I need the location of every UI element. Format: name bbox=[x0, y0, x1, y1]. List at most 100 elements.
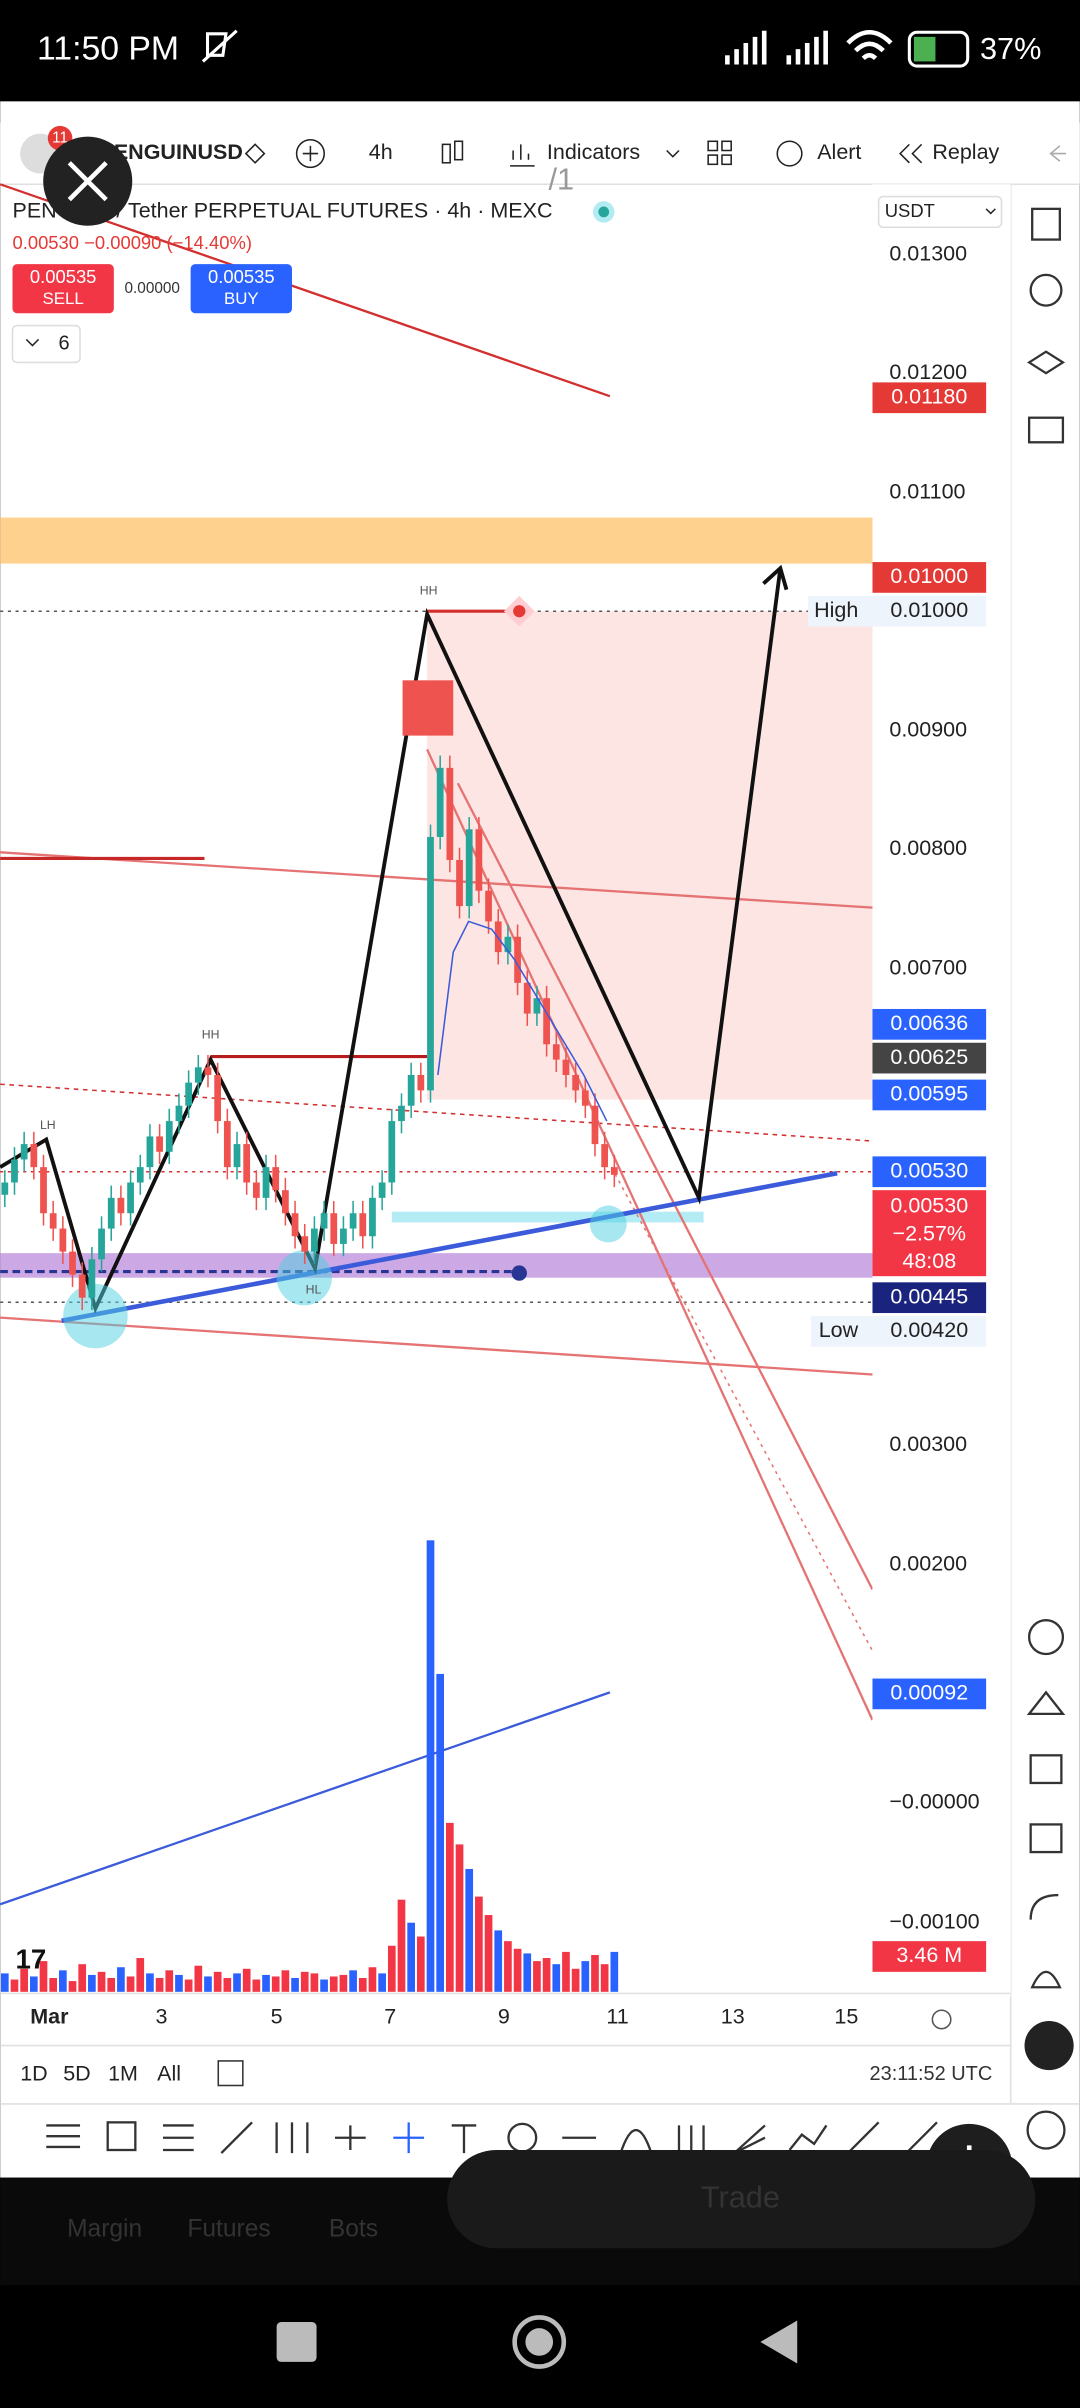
time-axis-label: 11 bbox=[606, 2005, 628, 2029]
nav-item[interactable]: Margin bbox=[67, 2215, 142, 2242]
volume-bar bbox=[349, 1970, 357, 1992]
replay-icon[interactable] bbox=[899, 143, 923, 164]
spread: 0.00000 bbox=[124, 280, 179, 297]
date-range-icon[interactable] bbox=[217, 2060, 244, 2087]
support-trend bbox=[61, 1171, 838, 1323]
recents-button[interactable] bbox=[276, 2322, 317, 2362]
currency: USDT bbox=[885, 200, 935, 221]
volume-bar bbox=[513, 1948, 522, 1992]
status-bar bbox=[0, 0, 1080, 102]
volume-bar bbox=[204, 1976, 212, 1992]
volume-bar bbox=[407, 1922, 415, 1992]
buy-button[interactable] bbox=[190, 264, 292, 314]
price-axis-label: 0.00200 bbox=[889, 1552, 967, 1576]
add-symbol[interactable] bbox=[295, 138, 326, 169]
candle-body bbox=[20, 1144, 28, 1160]
currency-select[interactable] bbox=[877, 195, 1003, 229]
replay[interactable]: Replay bbox=[932, 140, 999, 164]
time-axis-label: 5 bbox=[271, 2005, 283, 2029]
candle-body bbox=[407, 1075, 415, 1106]
candle-body bbox=[369, 1197, 376, 1237]
alert[interactable]: Alert bbox=[817, 140, 861, 164]
sell-button[interactable] bbox=[12, 264, 114, 314]
candle-body bbox=[601, 1144, 609, 1168]
indicators-icon[interactable] bbox=[510, 144, 535, 167]
candle-body bbox=[485, 890, 492, 922]
candle-body bbox=[146, 1136, 154, 1168]
volume-tag: 3.46 M bbox=[896, 1943, 962, 1967]
candle-body bbox=[156, 1136, 163, 1152]
range-button[interactable]: 1M bbox=[108, 2061, 138, 2085]
side-icons[interactable] bbox=[1026, 207, 1066, 2150]
collapse-button[interactable] bbox=[11, 324, 81, 364]
buy-label: BUY bbox=[224, 289, 259, 308]
candle-body bbox=[340, 1228, 347, 1244]
candle-body bbox=[127, 1182, 134, 1214]
apps-button[interactable] bbox=[1024, 2021, 1074, 2071]
volume-bar bbox=[136, 1958, 145, 1992]
trade-button[interactable] bbox=[447, 2150, 1036, 2249]
price-tag: 0.00595 bbox=[890, 1082, 968, 1106]
candle-body bbox=[543, 998, 550, 1045]
pattern-label: HL bbox=[306, 1282, 322, 1296]
candle-body bbox=[456, 860, 463, 907]
alert-diamond[interactable] bbox=[244, 143, 266, 164]
nav-item[interactable]: Trade bbox=[701, 2179, 780, 2214]
settings-icon[interactable] bbox=[931, 2009, 952, 2030]
candle-body bbox=[514, 936, 521, 983]
pivot-circle bbox=[63, 1283, 128, 1349]
candle-body bbox=[572, 1075, 580, 1091]
price-tag: 0.00636 bbox=[890, 1011, 968, 1035]
time-axis-label: 15 bbox=[834, 2005, 858, 2029]
alert-icon[interactable] bbox=[776, 140, 803, 167]
layout-icon[interactable] bbox=[707, 140, 732, 166]
range-button[interactable]: All bbox=[157, 2061, 181, 2085]
volume-bar bbox=[581, 1961, 590, 1992]
demand-zone bbox=[0, 1253, 873, 1278]
candle-body bbox=[291, 1213, 299, 1237]
volume-bar bbox=[329, 1976, 338, 1992]
nav-item[interactable]: Bots bbox=[329, 2215, 378, 2242]
volume-bar bbox=[281, 1970, 290, 1992]
volume-bar bbox=[242, 1968, 251, 1992]
price-tag: 0.01000 bbox=[890, 598, 968, 622]
back-button[interactable] bbox=[760, 2320, 798, 2364]
range-button[interactable]: 5D bbox=[63, 2061, 90, 2085]
clock: 11:50 PM bbox=[37, 30, 179, 68]
candle-body bbox=[475, 829, 483, 891]
volume-bar bbox=[126, 1976, 135, 1992]
volume-bar bbox=[165, 1970, 174, 1992]
drawing-tools[interactable] bbox=[46, 2121, 938, 2155]
volume-bar bbox=[39, 1961, 48, 1992]
volume-bar bbox=[10, 1979, 19, 1992]
volume-bar bbox=[233, 1973, 241, 1992]
volume-bar bbox=[339, 1974, 348, 1992]
candle-body bbox=[185, 1082, 193, 1106]
nav-item[interactable]: Futures bbox=[187, 2215, 270, 2242]
volume-bar bbox=[146, 1973, 154, 1992]
candle-body bbox=[11, 1159, 18, 1183]
candle-body bbox=[398, 1105, 405, 1122]
interval[interactable]: 4h bbox=[369, 140, 393, 164]
volume-bar bbox=[378, 1973, 386, 1992]
volume-bar bbox=[88, 1974, 96, 1992]
candle-body bbox=[223, 1121, 231, 1168]
candle-body bbox=[417, 1075, 425, 1091]
chart: HH LH HH HL bbox=[0, 183, 874, 1992]
sell-price: 0.00535 bbox=[30, 266, 97, 287]
home-button[interactable] bbox=[512, 2315, 567, 2369]
range-button[interactable]: 1D bbox=[20, 2061, 47, 2085]
volume-bar bbox=[155, 1978, 164, 1992]
price-axis-label: 0.01100 bbox=[889, 480, 965, 504]
indicators[interactable]: Indicators bbox=[547, 140, 640, 164]
volume-bar bbox=[475, 1896, 483, 1992]
candle-body bbox=[523, 982, 531, 1014]
chart-type[interactable] bbox=[441, 140, 464, 164]
volume-bar bbox=[426, 1540, 435, 1992]
volume-bar bbox=[387, 1945, 396, 1992]
price-tag: 0.00530 bbox=[890, 1194, 968, 1218]
undo[interactable] bbox=[1049, 145, 1066, 162]
volume-bar bbox=[600, 1964, 609, 1992]
symbol[interactable]: ENGUINUSD bbox=[114, 140, 243, 164]
